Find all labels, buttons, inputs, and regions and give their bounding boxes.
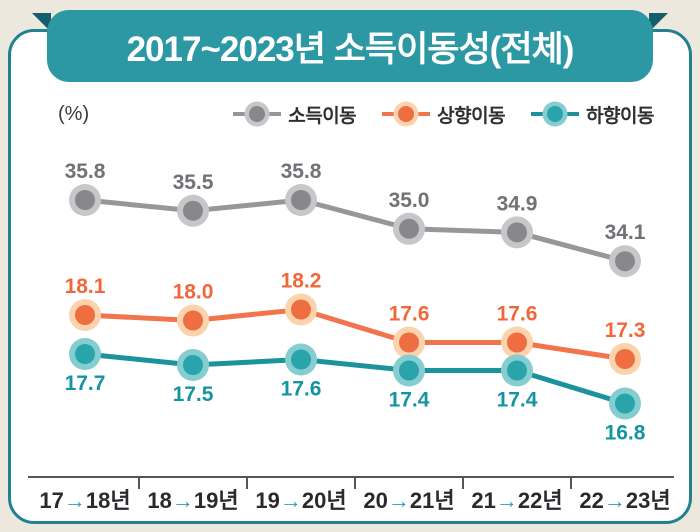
value-label: 17.5 (173, 383, 214, 406)
value-label: 35.5 (173, 171, 214, 194)
page-title: 2017~2023년 소득이동성(전체) (126, 29, 575, 69)
data-point (291, 190, 311, 210)
data-point (507, 332, 527, 353)
value-label: 18.2 (281, 270, 322, 293)
data-point (75, 305, 95, 325)
x-axis-label: 18→19년 (147, 488, 238, 513)
data-point (183, 310, 203, 331)
value-label: 16.8 (605, 422, 646, 445)
data-point (615, 251, 635, 272)
data-point (507, 360, 527, 381)
value-label: 17.7 (65, 372, 106, 395)
series-line-2 (84, 306, 626, 362)
value-label: 17.6 (281, 378, 322, 401)
value-label: 18.0 (173, 281, 214, 304)
unit-label: (%) (58, 102, 90, 125)
value-label: 17.3 (605, 319, 646, 342)
x-axis-label: 19→20년 (255, 488, 346, 513)
data-point (615, 393, 635, 414)
value-label: 35.8 (281, 160, 322, 183)
legend-item-3: 하향이동 (531, 100, 654, 128)
legend-label: 하향이동 (586, 105, 654, 127)
value-label: 35.0 (389, 189, 430, 212)
value-label: 17.6 (389, 303, 430, 326)
data-point (183, 200, 203, 221)
data-point (615, 349, 635, 369)
legend-label: 소득이동 (288, 105, 357, 127)
data-point (507, 222, 527, 243)
legend-item-2: 상향이동 (382, 100, 506, 128)
x-axis-label: 17→18년 (39, 488, 130, 513)
value-label: 34.9 (497, 192, 538, 215)
data-point (291, 299, 311, 320)
series-line-1 (84, 197, 626, 264)
legend-marker-icon (531, 101, 580, 127)
data-point (183, 355, 203, 375)
legend-label: 상향이동 (437, 105, 506, 127)
chart-card (8, 29, 692, 524)
data-point (399, 360, 419, 381)
x-axis-label: 22→23년 (579, 488, 670, 513)
legend-row: (%) 소득이동 상향이동 하향이동 (40, 98, 660, 130)
legend-item-1: 소득이동 (233, 100, 357, 128)
legend: 소득이동 상향이동 하향이동 (233, 100, 660, 128)
data-point (75, 344, 95, 364)
data-point (399, 332, 419, 353)
value-label: 18.1 (65, 275, 106, 298)
series-line-3 (84, 351, 626, 406)
value-label: 34.1 (605, 221, 646, 244)
x-axis-label: 20→21년 (363, 488, 454, 513)
legend-marker-icon (233, 101, 282, 127)
value-label: 17.4 (497, 389, 538, 412)
title-banner: 2017~2023년 소득이동성(전체) (47, 10, 653, 82)
data-point (291, 349, 311, 370)
value-label: 17.4 (389, 389, 430, 412)
x-axis-label: 21→22년 (471, 488, 562, 513)
value-label: 35.8 (65, 160, 106, 183)
value-label: 17.6 (497, 303, 538, 326)
legend-marker-icon (382, 101, 431, 127)
data-point (399, 218, 419, 239)
data-point (75, 190, 95, 210)
